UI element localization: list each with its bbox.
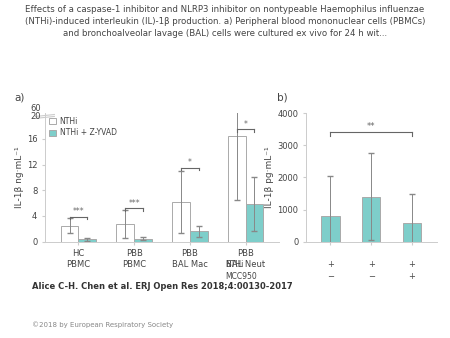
Y-axis label: IL-1β ng·mL⁻¹: IL-1β ng·mL⁻¹ — [15, 147, 24, 208]
Text: MCC950: MCC950 — [225, 272, 257, 282]
Bar — [172, 202, 190, 242]
Text: Alice C-H. Chen et al. ERJ Open Res 2018;4:00130-2017: Alice C-H. Chen et al. ERJ Open Res 2018… — [32, 282, 292, 291]
Text: −: − — [327, 272, 334, 282]
Legend: NTHi, NTHi + Z-YVAD: NTHi, NTHi + Z-YVAD — [49, 117, 117, 137]
Text: +: + — [409, 272, 415, 282]
Text: a): a) — [14, 92, 25, 102]
Text: b): b) — [277, 92, 288, 102]
Text: Effects of a caspase-1 inhibitor and NLRP3 inhibitor on nontypeable Haemophilus : Effects of a caspase-1 inhibitor and NLR… — [25, 5, 425, 38]
Text: ***: *** — [72, 207, 84, 216]
Text: *: * — [243, 120, 248, 129]
Text: **: ** — [367, 122, 375, 131]
Text: *: * — [188, 158, 192, 167]
Bar — [134, 239, 152, 242]
Bar — [116, 224, 134, 242]
Bar — [61, 226, 78, 242]
Text: +: + — [327, 260, 334, 269]
Y-axis label: IL-1β pg·mL⁻¹: IL-1β pg·mL⁻¹ — [266, 147, 274, 208]
Text: 20: 20 — [30, 112, 40, 121]
Bar — [403, 223, 421, 242]
Bar — [362, 197, 380, 242]
Text: ©2018 by European Respiratory Society: ©2018 by European Respiratory Society — [32, 321, 173, 328]
Text: +: + — [409, 260, 415, 269]
Text: −: − — [368, 272, 375, 282]
Bar — [190, 232, 208, 242]
Bar — [246, 204, 263, 242]
Text: NTHi: NTHi — [225, 260, 243, 269]
Text: +: + — [368, 260, 375, 269]
Bar — [78, 239, 96, 242]
Bar — [321, 216, 340, 242]
Text: ***: *** — [128, 199, 140, 208]
Text: 60: 60 — [30, 103, 40, 113]
Bar — [228, 136, 246, 242]
